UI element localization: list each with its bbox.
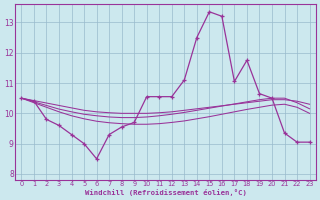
X-axis label: Windchill (Refroidissement éolien,°C): Windchill (Refroidissement éolien,°C) [84, 189, 246, 196]
